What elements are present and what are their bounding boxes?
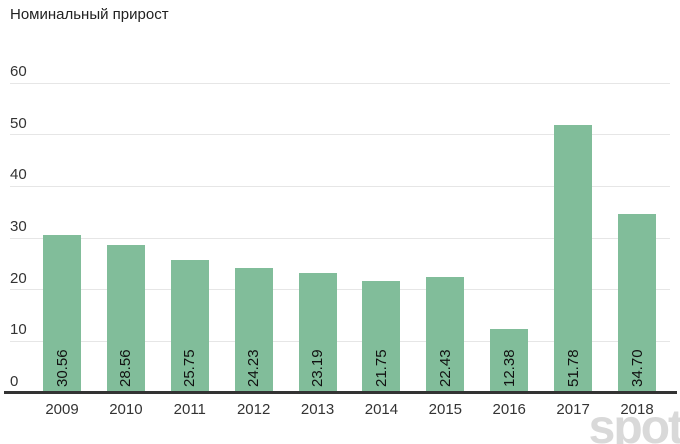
x-tick-label-2016: 2016 <box>492 401 526 418</box>
bar-value-label-2016: 12.38 <box>500 349 518 387</box>
bar-value-label-2011: 25.75 <box>181 349 199 387</box>
x-tick-label-2010: 2010 <box>109 401 143 418</box>
x-tick-label-2014: 2014 <box>364 401 399 418</box>
y-tick-label-0: 0 <box>10 373 19 390</box>
y-tick-label-50: 50 <box>10 114 27 132</box>
chart-title: Номинальный прирост <box>10 6 169 23</box>
bar-value-label-2009: 30.56 <box>53 349 71 387</box>
x-tick-label-2011: 2011 <box>173 401 206 418</box>
x-tick-label-2015: 2015 <box>428 401 463 418</box>
bar-2015 <box>426 277 465 393</box>
gridline-20 <box>10 289 670 291</box>
bar-value-label-2014: 21.75 <box>372 349 390 387</box>
y-tick-label-40: 40 <box>10 166 27 184</box>
bar-2011 <box>170 259 209 393</box>
gridline-50 <box>10 134 670 136</box>
bar-2013 <box>298 273 337 393</box>
y-tick-label-10: 10 <box>10 321 27 339</box>
bar-2016 <box>490 329 529 393</box>
x-tick-label-2018: 2018 <box>620 401 654 418</box>
bar-2017 <box>554 125 593 393</box>
bar-2014 <box>362 280 401 393</box>
bar-2012 <box>234 267 273 393</box>
bar-value-label-2017: 51.78 <box>564 349 582 387</box>
bar-2010 <box>106 245 145 393</box>
bar-value-label-2015: 22.43 <box>436 349 454 387</box>
bar-value-label-2010: 28.56 <box>117 349 135 387</box>
x-tick-label-2013: 2013 <box>300 401 335 418</box>
x-axis-line <box>4 391 677 394</box>
gridline-30 <box>10 237 670 239</box>
bar-2018 <box>618 213 656 393</box>
gridline-10 <box>10 340 670 342</box>
bar-2009 <box>43 235 81 393</box>
x-tick-label-2017: 2017 <box>556 401 590 418</box>
y-tick-label-30: 30 <box>10 218 27 235</box>
x-tick-label-2012: 2012 <box>236 401 271 418</box>
gridline-40 <box>10 185 670 187</box>
watermark-logo: spot <box>588 401 680 444</box>
bar-value-label-2013: 23.19 <box>309 349 327 387</box>
y-tick-label-60: 60 <box>10 63 27 80</box>
bar-value-label-2018: 34.70 <box>628 349 646 387</box>
gridline-60 <box>10 82 670 84</box>
y-tick-label-20: 20 <box>10 269 27 287</box>
bar-value-label-2012: 24.23 <box>245 349 263 387</box>
x-tick-label-2009: 2009 <box>45 401 79 418</box>
